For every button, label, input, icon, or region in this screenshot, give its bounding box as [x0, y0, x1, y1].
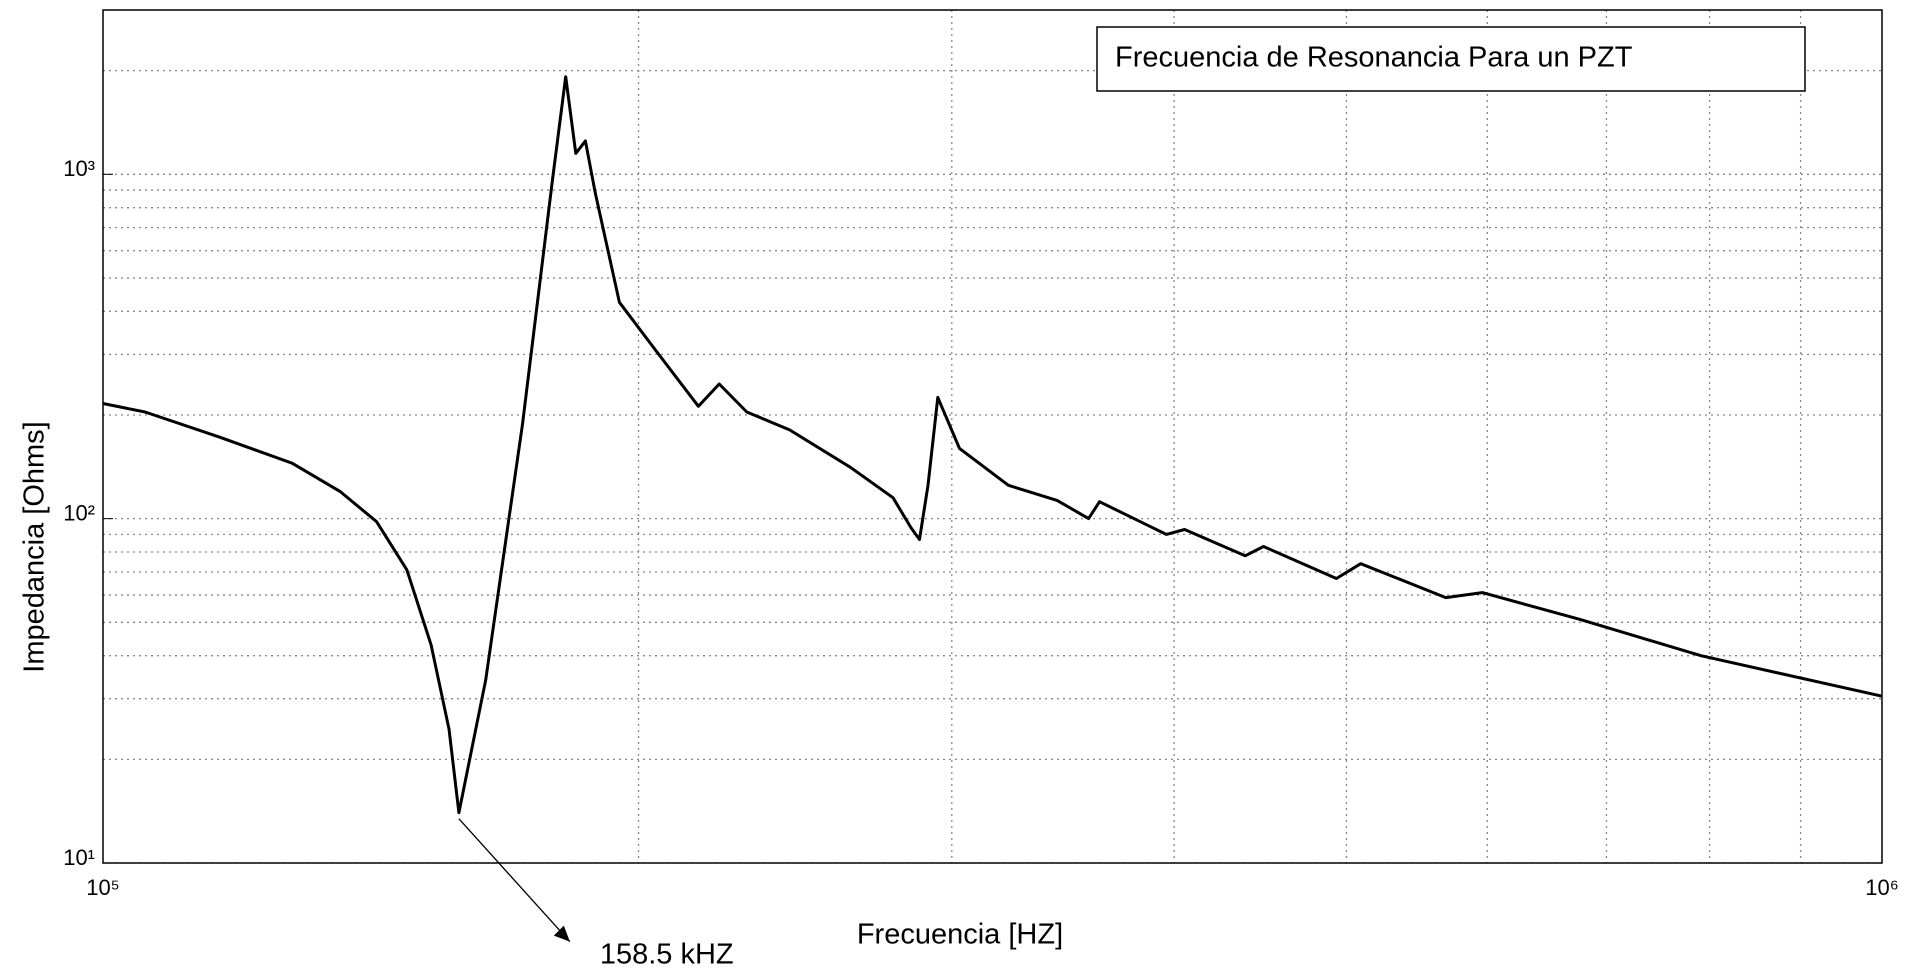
y-tick-label: 10¹ [63, 845, 95, 870]
chart-title: Frecuencia de Resonancia Para un PZT [1115, 42, 1633, 74]
arrow-head [553, 925, 570, 942]
annotation-arrow [458, 818, 571, 943]
plot-frame [102, 9, 1883, 864]
x-axis-label: Frecuencia [HZ] [857, 919, 1063, 951]
annotation-label: 158.5 kHZ [600, 938, 734, 969]
data-line [102, 75, 1883, 815]
y-tick-label: 10² [63, 500, 95, 525]
y-axis-label: Impedancia [Ohms] [19, 421, 51, 672]
y-tick-label: 10³ [63, 156, 95, 181]
x-tick-label: 10⁵ [86, 875, 120, 900]
x-tick-label: 10⁶ [1865, 875, 1899, 900]
title-box [1096, 26, 1806, 92]
